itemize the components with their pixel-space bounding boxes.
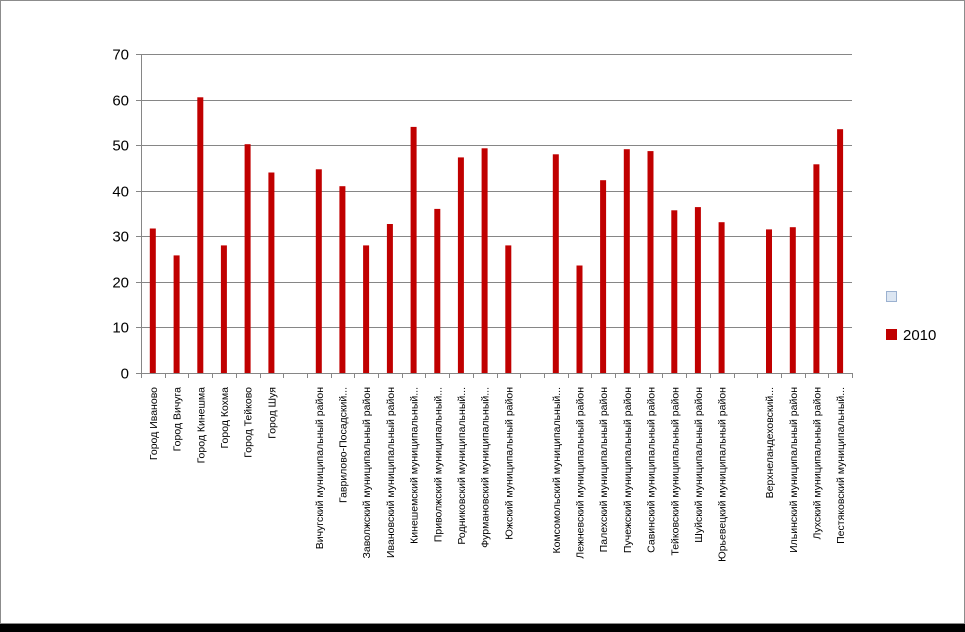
legend-swatch-empty (886, 291, 897, 302)
x-tick-label: Заволжский муниципальный район (361, 387, 373, 559)
x-tick-label: Лухский муниципальный район (811, 387, 823, 540)
y-tick-label: 10 (112, 320, 129, 337)
bar (339, 186, 346, 373)
bar (457, 157, 464, 373)
bar (505, 245, 512, 373)
x-tick-label: Город Шуя (266, 387, 278, 439)
bar (766, 229, 772, 373)
y-tick-label: 60 (112, 93, 129, 110)
x-tick-label: Палехский муниципальный район (598, 387, 610, 553)
x-tick-label: Гаврилово-Посадский... (337, 387, 349, 503)
x-tick-label: Город Кохма (219, 387, 231, 449)
bar (434, 208, 441, 373)
bar (173, 255, 180, 373)
bar (244, 144, 251, 373)
bar (694, 207, 701, 373)
x-axis-labels: Город Иваново Город Вичуга Город Кинешма Го… (148, 387, 847, 562)
bar (315, 169, 322, 373)
x-tick-label: Ильинский муниципальный район (788, 387, 800, 553)
x-tick-label: Тейковский муниципальный район (669, 387, 681, 556)
bar (647, 151, 654, 373)
legend-label-2010: 2010 (903, 327, 936, 344)
x-tick-label: Фурмановский муниципальный... (480, 387, 492, 548)
x-tick-label: Юрьевецкий муниципальный район (717, 387, 729, 562)
bar (789, 227, 796, 373)
bar (671, 210, 678, 373)
legend-swatch-2010 (886, 329, 897, 340)
x-tick-label: Лежневский муниципальный район (575, 387, 587, 559)
bar (552, 154, 559, 373)
bar (576, 265, 583, 373)
x-tick-label: Комсомольский муниципальный... (551, 387, 563, 554)
bar (363, 245, 370, 373)
x-tick-label: Приволжский муниципальный... (432, 387, 444, 542)
legend: 2010 (886, 291, 936, 344)
bar (268, 172, 275, 373)
bar (386, 224, 393, 373)
y-tick-label: 0 (121, 366, 129, 383)
y-tick-label: 50 (112, 138, 129, 155)
bar (813, 164, 820, 373)
x-tick-label: Шуйский муниципальный район (693, 387, 705, 543)
x-tick-label: Город Кинешма (195, 387, 207, 464)
bar (718, 222, 725, 373)
x-tick-label: Савинский муниципальный район (646, 387, 658, 553)
x-tick-label: Пучежский муниципальный район (622, 387, 634, 553)
bars (149, 97, 844, 374)
x-tick-label: Ивановский муниципальный район (385, 387, 397, 558)
bar (220, 245, 227, 373)
grid-lines (141, 54, 852, 374)
x-tick-label: Верхнеландеховский... (764, 387, 776, 498)
y-tick-label: 40 (112, 184, 129, 201)
y-tick-label: 20 (112, 275, 129, 292)
bar (623, 149, 630, 373)
x-tick-label: Город Тейково (243, 387, 255, 458)
x-tick-label: Город Иваново (148, 387, 160, 460)
bar (600, 180, 607, 373)
x-tick-label: Родниковский муниципальный... (456, 387, 468, 545)
x-tick-label: Кинешемский муниципальный... (409, 387, 421, 544)
x-tick-label: Вичугский муниципальный район (314, 387, 326, 549)
y-tick-label: 30 (112, 229, 129, 246)
bar (837, 129, 844, 373)
x-tick-label: Город Вичуга (172, 387, 184, 452)
x-tick-label: Пестяковский муниципальный... (835, 387, 847, 544)
y-tick-label: 70 (112, 47, 129, 64)
x-tick-label: Южский муниципальный район (503, 387, 515, 540)
y-axis: 0 10 20 30 40 50 60 70 (112, 47, 853, 383)
bar (481, 148, 488, 373)
bar (149, 228, 156, 373)
bar (410, 126, 417, 374)
bar (197, 97, 204, 374)
